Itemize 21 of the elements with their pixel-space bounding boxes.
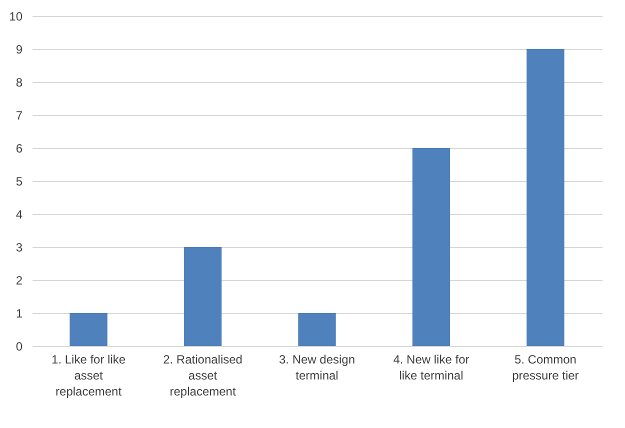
bar <box>526 49 564 346</box>
x-tick-label: 4. New like for like terminal <box>393 352 470 382</box>
y-tick-label: 9 <box>16 42 23 56</box>
x-tick-label: 5. Common pressure tier <box>512 352 579 382</box>
y-tick-label: 5 <box>16 174 23 188</box>
bar <box>184 247 222 346</box>
y-tick-label: 2 <box>16 274 23 288</box>
y-tick-label: 7 <box>16 108 23 122</box>
x-tick-label: 3. New design terminal <box>278 352 356 382</box>
x-tick-label: 2. Rationalised asset replacement <box>163 352 242 398</box>
bar <box>70 313 108 346</box>
bar <box>412 148 450 346</box>
y-tick-label: 10 <box>9 10 23 24</box>
y-tick-label: 1 <box>16 306 23 320</box>
y-tick-label: 4 <box>16 208 23 222</box>
y-tick-label: 6 <box>16 142 23 156</box>
x-tick-label: 1. Like for like asset replacement <box>52 352 126 398</box>
y-tick-label: 8 <box>16 76 23 90</box>
y-tick-label: 0 <box>16 340 23 354</box>
y-tick-label: 3 <box>16 240 23 254</box>
bar <box>298 313 336 346</box>
